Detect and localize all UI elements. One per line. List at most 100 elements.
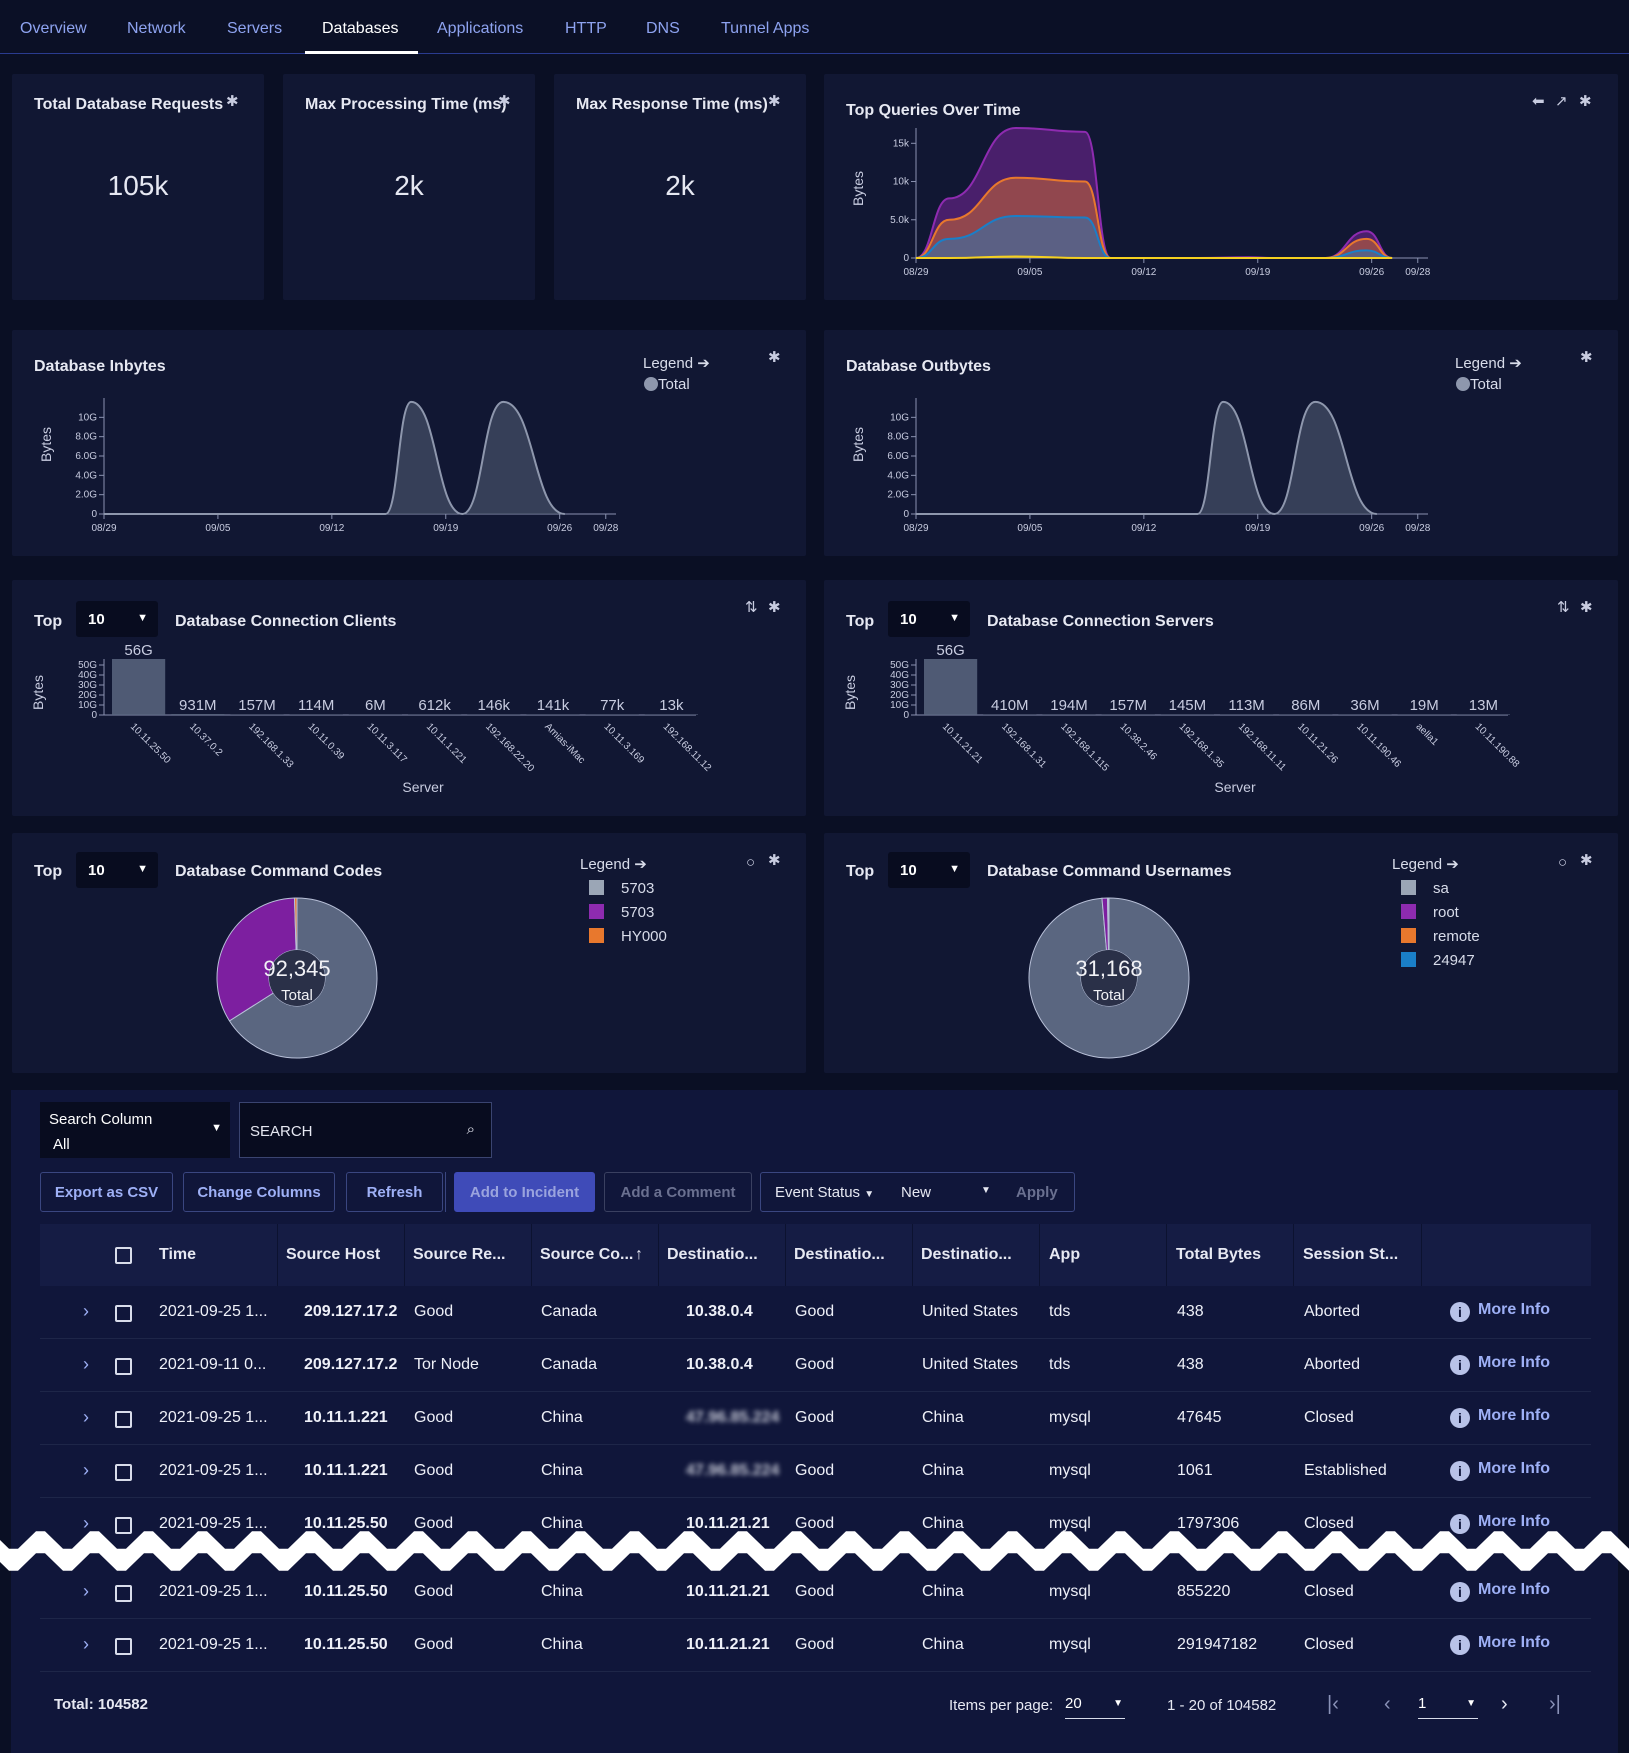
row-checkbox[interactable] [115,1305,132,1322]
legend-toggle[interactable]: Legend ➔ [643,354,710,372]
legend-item[interactable]: root [1401,904,1459,921]
row-checkbox[interactable] [115,1464,132,1481]
chevron-right-icon[interactable]: › [83,1354,89,1374]
legend-item[interactable]: HY000 [589,928,667,945]
legend-item[interactable]: sa [1401,880,1449,897]
row-checkbox[interactable] [115,1358,132,1375]
sort-icon[interactable]: ⇅ [745,599,758,616]
bug-icon[interactable]: ✱ [768,93,781,110]
row-checkbox[interactable] [115,1638,132,1655]
legend-toggle[interactable]: Legend ➔ [1392,855,1459,873]
tab-servers[interactable]: Servers [227,20,283,37]
back-icon[interactable]: ⬅ [1532,93,1545,110]
legend-item-total[interactable]: Total [1456,376,1502,393]
legend-item[interactable]: remote [1401,928,1480,945]
change-columns-button[interactable]: Change Columns [183,1172,335,1212]
tab-overview[interactable]: Overview [20,20,87,37]
more-info-link[interactable]: i More Info [1450,1407,1550,1428]
more-info-link[interactable]: i More Info [1450,1460,1550,1481]
table-row[interactable]: › 2021-09-25 1... 209.127.17.2 Good Cana… [40,1286,1591,1339]
legend-toggle[interactable]: Legend ➔ [580,855,647,873]
top-count-select[interactable]: 10 ▼ [888,601,970,637]
bug-icon[interactable]: ✱ [768,349,781,366]
event-status-value[interactable]: New [901,1184,932,1201]
prev-page-icon[interactable]: ‹ [1384,1693,1391,1715]
col-time[interactable]: Time [159,1246,197,1263]
add-to-incident-button[interactable]: Add to Incident [454,1172,595,1212]
col-destination-reputation[interactable]: Destinatio... [794,1246,885,1263]
chevron-right-icon[interactable]: › [83,1581,89,1601]
legend-item[interactable]: 5703 [589,904,654,921]
sort-arrow-up-icon[interactable]: ↑ [635,1246,643,1263]
row-checkbox[interactable] [115,1517,132,1534]
bug-icon[interactable]: ✱ [768,852,781,869]
more-info-link[interactable]: i More Info [1450,1581,1550,1602]
export-csv-button[interactable]: Export as CSV [40,1172,173,1212]
search-icon[interactable]: ⌕ [466,1121,475,1138]
col-destination-country[interactable]: Destinatio... [921,1246,1012,1263]
row-checkbox[interactable] [115,1411,132,1428]
next-page-icon[interactable]: › [1501,1693,1508,1715]
tab-http[interactable]: HTTP [565,20,607,37]
line-chart-icon[interactable]: ↗ [1555,93,1568,110]
add-comment-button[interactable]: Add a Comment [604,1172,752,1212]
chevron-right-icon[interactable]: › [83,1513,89,1533]
search-input[interactable]: SEARCH ⌕ [239,1102,492,1158]
more-info-link[interactable]: i More Info [1450,1634,1550,1655]
tab-tunnel-apps[interactable]: Tunnel Apps [721,20,810,37]
page-select[interactable]: 1 ▼ [1418,1695,1478,1719]
bar-value-label: 13M [1469,697,1498,714]
top-count-select[interactable]: 10 ▼ [76,601,158,637]
event-status-select[interactable]: Event Status ▼ [775,1184,874,1201]
col-source-country[interactable]: Source Co... [540,1246,634,1263]
bug-icon[interactable]: ✱ [768,599,781,616]
col-source-reputation[interactable]: Source Re... [413,1246,506,1263]
circle-icon[interactable]: ○ [1558,854,1568,871]
legend-toggle[interactable]: Legend ➔ [1455,354,1522,372]
table-row[interactable]: › 2021-09-25 1... 10.11.25.50 Good China… [40,1619,1591,1672]
tab-dns[interactable]: DNS [646,20,680,37]
chevron-right-icon[interactable]: › [83,1301,89,1321]
select-all-checkbox[interactable] [115,1247,132,1264]
bug-icon[interactable]: ✱ [1580,599,1593,616]
bug-icon[interactable]: ✱ [498,93,511,110]
last-page-icon[interactable]: ›| [1549,1693,1561,1715]
tab-applications[interactable]: Applications [437,20,524,37]
bug-icon[interactable]: ✱ [1580,852,1593,869]
bug-icon[interactable]: ✱ [226,93,239,110]
chevron-right-icon[interactable]: › [83,1407,89,1427]
apply-button[interactable]: Apply [1016,1184,1058,1201]
legend-item-total[interactable]: Total [644,376,690,393]
col-session-status[interactable]: Session St... [1303,1246,1399,1263]
table-row[interactable]: › 2021-09-11 0... 209.127.17.2 Tor Node … [40,1339,1591,1392]
more-info-link[interactable]: i More Info [1450,1354,1550,1375]
top-count-select[interactable]: 10 ▼ [888,852,970,888]
table-row[interactable]: › 2021-09-25 1... 10.11.25.50 Good China… [40,1566,1591,1619]
table-row[interactable]: › 2021-09-25 1... 10.11.1.221 Good China… [40,1392,1591,1445]
col-total-bytes[interactable]: Total Bytes [1176,1246,1262,1263]
legend-item[interactable]: 24947 [1401,952,1475,969]
refresh-button[interactable]: Refresh [346,1172,443,1212]
search-column-select[interactable]: Search Column All ▼ [40,1102,230,1158]
caret-down-icon: ▼ [137,863,148,875]
circle-icon[interactable]: ○ [746,854,756,871]
row-checkbox[interactable] [115,1585,132,1602]
top-count-select[interactable]: 10 ▼ [76,852,158,888]
more-info-link[interactable]: i More Info [1450,1301,1550,1322]
first-page-icon[interactable]: |‹ [1327,1693,1339,1715]
col-source-host[interactable]: Source Host [286,1246,381,1263]
caret-down-icon[interactable]: ▼ [981,1185,991,1196]
tab-databases[interactable]: Databases [322,20,399,37]
bug-icon[interactable]: ✱ [1580,349,1593,366]
legend-item[interactable]: 5703 [589,880,654,897]
chevron-right-icon[interactable]: › [83,1634,89,1654]
chevron-right-icon[interactable]: › [83,1460,89,1480]
bug-icon[interactable]: ✱ [1579,93,1592,110]
col-destination-host[interactable]: Destinatio... [667,1246,758,1263]
col-app[interactable]: App [1049,1246,1081,1263]
more-info-link[interactable]: i More Info [1450,1513,1550,1534]
table-row[interactable]: › 2021-09-25 1... 10.11.1.221 Good China… [40,1445,1591,1498]
sort-icon[interactable]: ⇅ [1557,599,1570,616]
items-per-page-select[interactable]: 20 ▼ [1065,1695,1125,1719]
tab-network[interactable]: Network [127,20,186,37]
